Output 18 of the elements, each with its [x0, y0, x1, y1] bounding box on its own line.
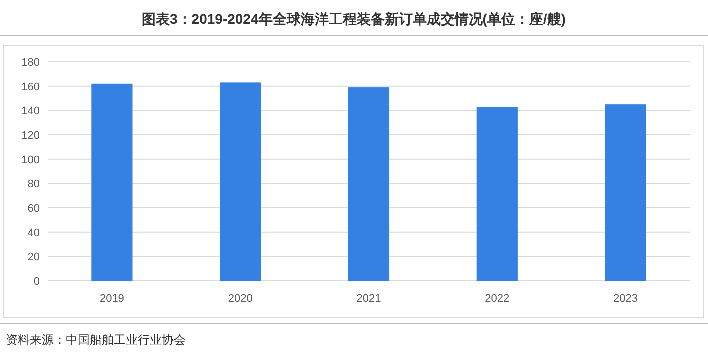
y-tick-label: 140 — [22, 106, 40, 118]
y-tick-label: 20 — [28, 252, 40, 264]
y-tick-label: 120 — [22, 130, 40, 142]
title: 图表3：2019-2024年全球海洋工程装备新订单成交情况(单位：座/艘) — [142, 11, 566, 27]
annotation: 资料来源：中国船舶工业行业协会 — [6, 333, 186, 347]
x-tick-label: 2021 — [356, 293, 382, 305]
x-tick-label: 2023 — [614, 293, 638, 305]
y-tick-label: 60 — [28, 203, 40, 215]
plot: 0 20 40 60 80 100 120 140 160 180 2019 2020 2021 2022 2023 — [22, 57, 690, 305]
x-tick-label: 2020 — [228, 293, 253, 305]
y-tick-label: 180 — [22, 57, 40, 69]
y-tick-label: 100 — [22, 154, 40, 166]
x-tick-label: 2019 — [100, 293, 124, 305]
y-tick-label: 0 — [34, 276, 40, 288]
x-tick-label: 2022 — [485, 293, 510, 305]
y-tick-label: 40 — [28, 227, 40, 240]
y-tick-label: 160 — [22, 81, 40, 94]
y-tick-label: 80 — [28, 178, 40, 191]
